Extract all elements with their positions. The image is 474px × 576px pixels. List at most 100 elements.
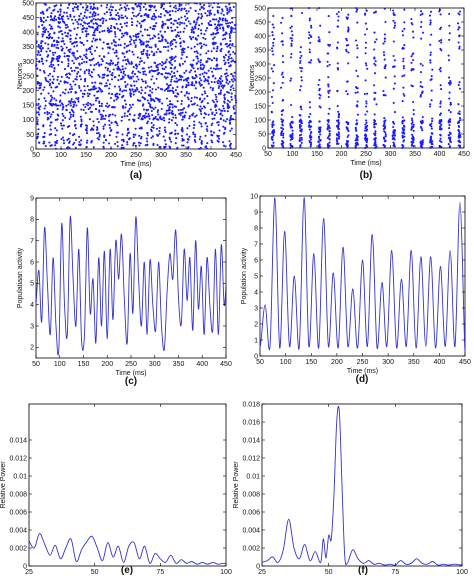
spike-point [72,51,75,54]
spike-point [229,6,232,9]
spike-point [347,28,350,31]
spike-point [119,23,122,26]
spike-point [182,40,185,43]
y-tick-label: 0.002 [242,545,260,552]
spike-point [199,97,202,100]
spike-point [215,18,218,21]
spike-point [326,144,329,147]
spike-point [429,23,432,26]
spike-point [310,136,313,139]
spike-point [226,19,229,22]
spike-point [181,62,184,65]
spike-point [164,60,167,63]
spike-point [56,75,59,78]
spike-point [421,86,424,89]
spike-point [101,115,105,118]
spike-point [440,146,443,149]
spike-point [64,116,67,119]
spike-point [457,135,460,138]
spike-point [132,135,135,139]
spike-point [54,127,57,130]
spike-point [37,51,40,54]
x-tick-label: 250 [360,151,372,158]
spike-point [50,45,53,48]
y-tick-label: 300 [22,59,34,66]
spike-point [85,132,89,135]
spike-point [222,27,225,30]
spike-point [373,138,376,141]
spike-point [91,40,94,43]
spike-point [382,143,385,146]
spike-point [317,58,320,61]
spike-point [82,17,85,20]
spike-point [393,65,396,68]
spike-point [447,143,450,146]
spike-point [200,79,203,82]
spike-point [62,20,65,23]
spike-point [174,19,177,22]
spike-point [146,131,149,134]
spike-point [53,5,56,8]
spike-point [121,32,124,35]
spike-point [66,25,69,29]
spike-point [326,123,329,126]
spike-point [195,21,198,24]
spike-point [72,101,75,104]
spike-point [141,34,144,37]
spike-point [219,118,222,121]
spike-point [188,135,191,138]
spike-point [88,70,91,73]
spike-point [146,140,149,143]
y-tick-label: 0.006 [242,509,260,516]
spike-point [211,89,214,92]
spike-point [84,80,87,83]
spike-point [365,100,368,103]
spike-point [336,67,339,70]
spike-point [50,59,54,62]
spike-point [84,128,88,131]
spike-point [374,122,378,125]
spike-point [89,11,92,14]
spike-point [374,91,377,95]
spike-point [74,18,77,22]
spike-point [108,17,111,21]
spike-point [102,141,105,144]
spike-point [176,132,180,135]
spike-point [403,74,406,77]
spike-point [88,118,91,121]
spike-point [93,34,96,37]
spike-point [159,115,162,118]
spike-point [167,11,170,14]
spike-point [67,65,70,68]
spike-point [176,123,179,127]
spike-point [355,119,358,122]
spike-point [85,61,88,64]
x-axis-label: Time (ms) [120,161,151,168]
spike-point [172,91,175,95]
spike-point [166,26,169,29]
spike-point [51,27,54,30]
spike-point [192,36,195,39]
spike-point [383,127,386,130]
spike-point [137,35,140,38]
spike-point [60,75,63,78]
spike-point [119,78,123,81]
spike-point [280,118,283,121]
spike-point [430,127,433,130]
spike-point [161,61,164,64]
spike-point [35,40,38,43]
spike-point [171,110,174,113]
spike-point [94,22,97,25]
spike-point [221,38,225,41]
spike-point [281,32,284,35]
spike-point [218,129,221,132]
spike-point [67,91,70,94]
spike-point [158,62,162,65]
spike-point [206,142,209,145]
spike-point [410,68,414,71]
spike-point [355,138,358,141]
spike-point [75,33,78,36]
spike-point [393,138,396,141]
spike-point [281,40,284,43]
spike-point [310,26,313,29]
